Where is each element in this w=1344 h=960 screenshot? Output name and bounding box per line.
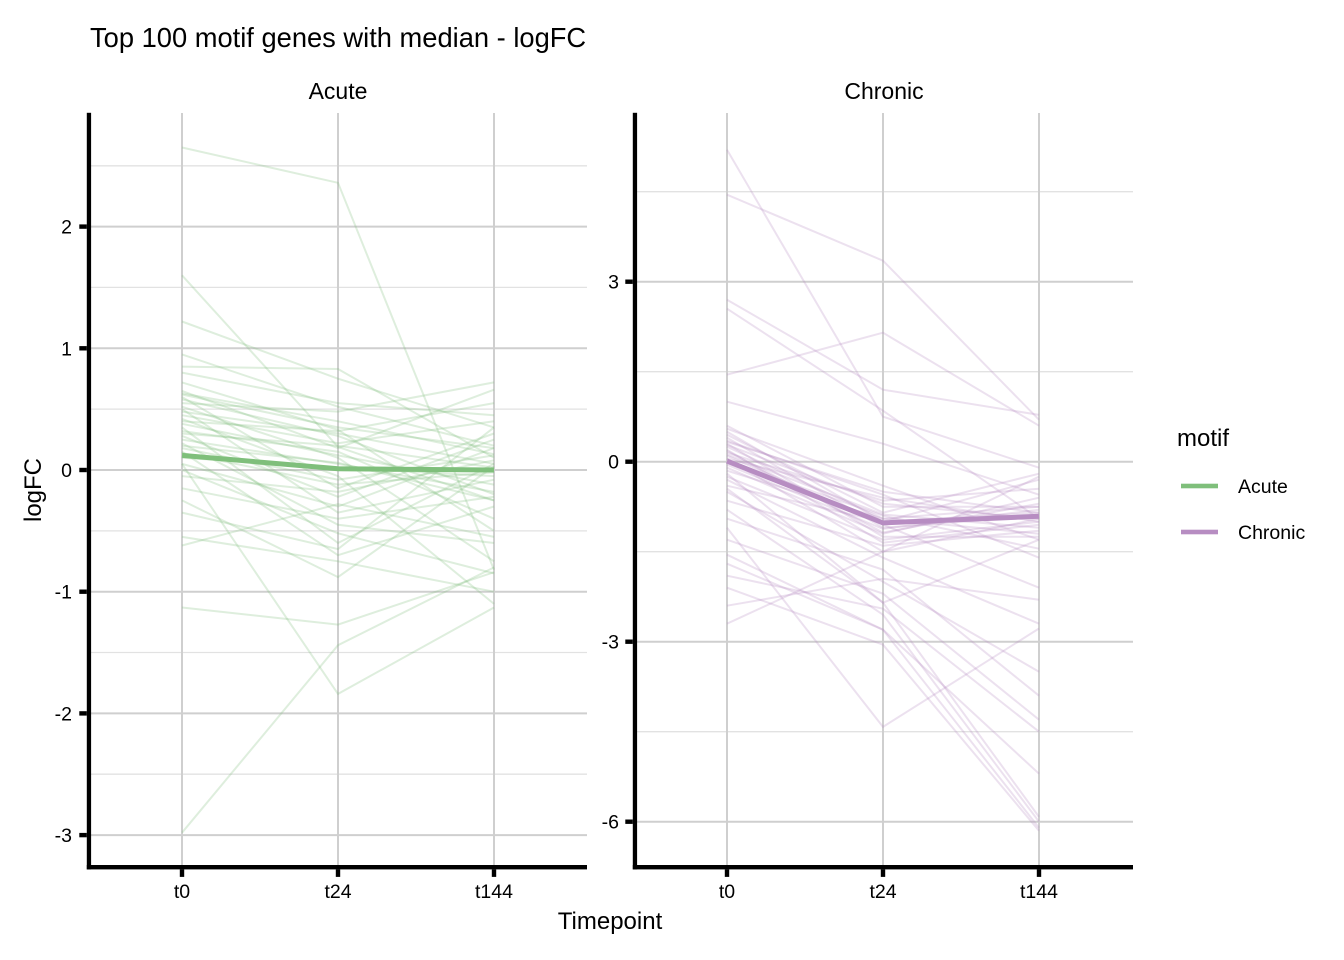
svg-text:t0: t0 [719,881,735,903]
svg-text:t144: t144 [475,881,513,903]
svg-text:3: 3 [608,272,619,294]
svg-text:-2: -2 [55,703,72,725]
svg-text:t144: t144 [1020,881,1058,903]
svg-text:Chronic: Chronic [844,78,923,104]
svg-text:Acute: Acute [1238,476,1288,498]
svg-text:-3: -3 [55,825,72,847]
svg-text:logFC: logFC [20,458,47,522]
svg-text:-1: -1 [55,582,72,604]
svg-text:-3: -3 [602,632,619,654]
svg-text:motif: motif [1177,425,1229,452]
svg-text:Acute: Acute [309,78,368,104]
svg-text:-6: -6 [602,812,619,834]
svg-text:1: 1 [61,338,72,360]
svg-text:t24: t24 [324,881,351,903]
svg-text:Top 100 motif genes with media: Top 100 motif genes with median - logFC [90,22,586,53]
svg-text:Timepoint: Timepoint [558,908,663,935]
svg-text:0: 0 [61,460,72,482]
svg-text:t24: t24 [869,881,896,903]
svg-text:Chronic: Chronic [1238,522,1305,544]
svg-text:0: 0 [608,452,619,474]
svg-text:2: 2 [61,217,72,239]
svg-text:t0: t0 [174,881,190,903]
